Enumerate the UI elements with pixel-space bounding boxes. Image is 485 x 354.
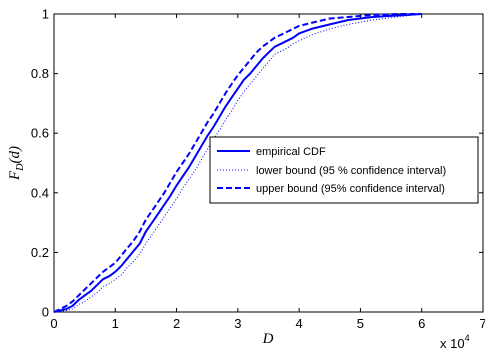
y-axis-label-arg: (d) [7,146,23,164]
legend-label-empirical: empirical CDF [256,146,326,158]
legend-label-lower: lower bound (95 % confidence interval) [256,165,446,177]
x-exponent-base: x 10 [440,336,465,351]
x-tick-label: 2 [173,316,180,331]
x-tick-label: 1 [112,316,119,331]
y-tick-label: 0.2 [31,245,49,260]
y-tick-label: 0.8 [31,66,49,81]
x-tick-label: 0 [50,316,57,331]
x-axis-label: D [262,331,274,347]
legend-box [209,136,479,204]
y-axis-label-main: F [7,170,23,181]
series-layer [53,13,422,313]
y-tick-label: 0.4 [31,185,49,200]
x-tick-label: 5 [357,316,364,331]
series-line-empirical-cdf [53,13,422,313]
x-tick-label: 7 [479,316,485,331]
ticks-layer: 0 1 2 3 4 5 6 7 0 0.2 0.4 0.6 0.8 1 [31,7,485,332]
y-axis-label-sub: D [15,163,26,172]
x-tick-label: 4 [296,316,303,331]
x-exponent-power: 4 [465,333,470,343]
y-tick-label: 0 [42,305,49,320]
x-tick-label: 3 [234,316,241,331]
y-tick-label: 0.6 [31,126,49,141]
y-tick-label: 1 [42,7,49,22]
x-exponent-label: x 104 [440,333,470,351]
y-axis-label: FD(d) [7,146,26,181]
legend: empirical CDF lower bound (95 % confiden… [209,136,479,204]
legend-label-upper: upper bound (95% confidence interval) [256,183,445,195]
series-line-upper-bound [53,13,422,313]
x-tick-label: 6 [418,316,425,331]
